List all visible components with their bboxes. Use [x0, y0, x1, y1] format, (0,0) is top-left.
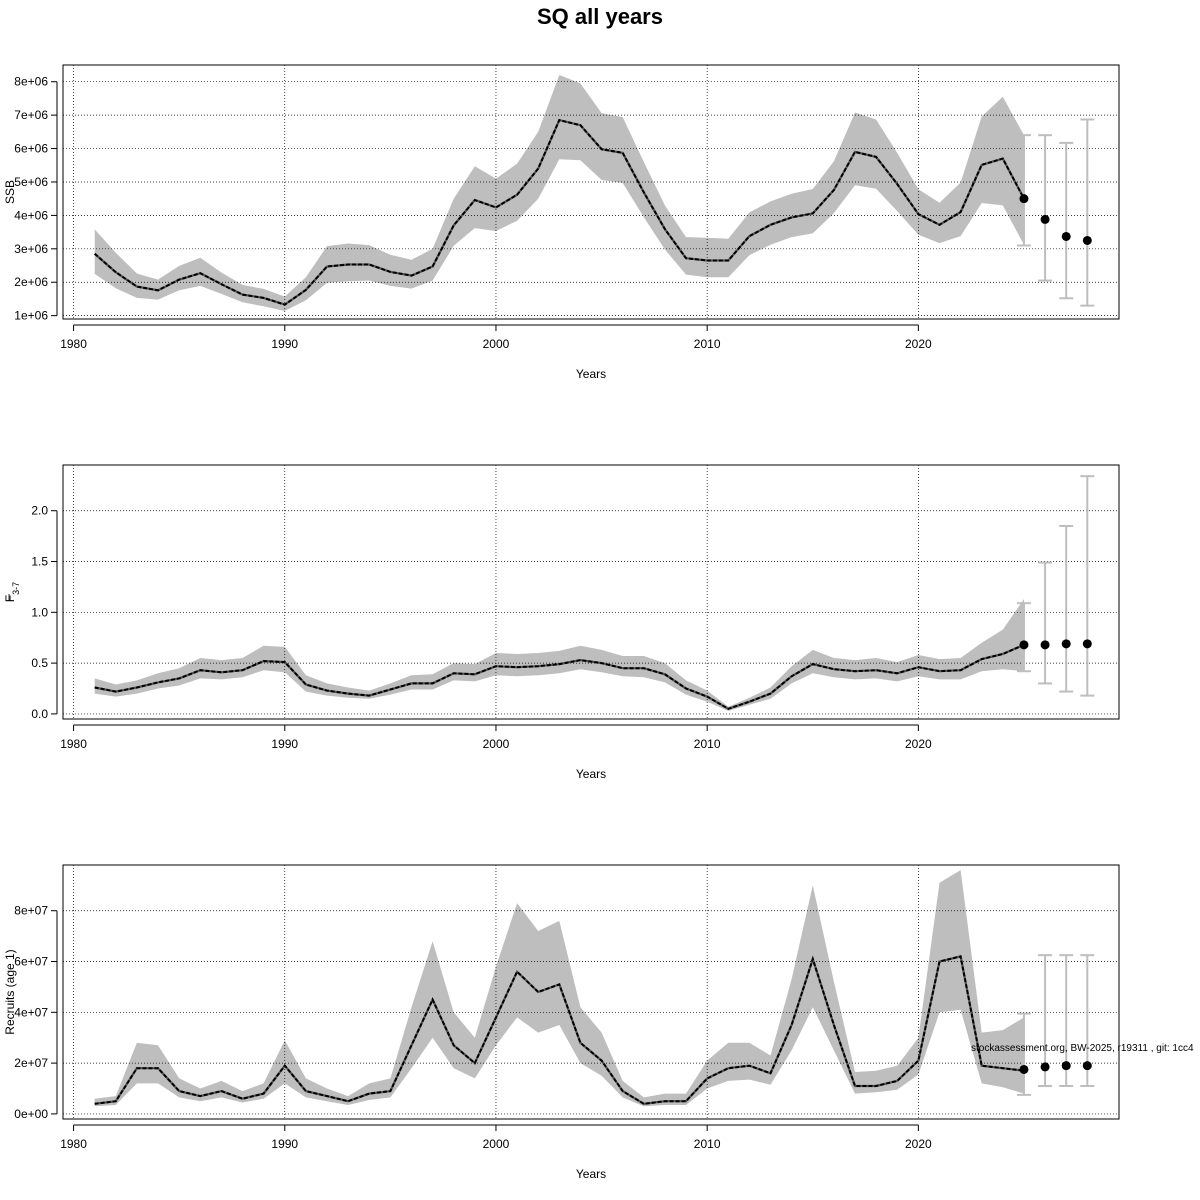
estimate-line	[94, 955, 1025, 1105]
y-axis-label: Recruits (age 1)	[3, 949, 17, 1034]
y-axis-label-subscript: 3-7	[11, 582, 21, 595]
forecast-point	[1019, 194, 1029, 204]
y-tick-label: 2e+07	[14, 1056, 48, 1070]
y-tick-label: 0.5	[31, 656, 48, 670]
forecast-point	[1082, 639, 1092, 649]
forecast-point	[1061, 639, 1071, 649]
forecast-point	[1040, 640, 1050, 650]
y-tick-label: 4e+06	[14, 208, 48, 222]
panel-recruits: 1980 1990 2000 2010 2020 Years 0e+00 2e+07 4e+07…	[3, 864, 1120, 1181]
confidence-band	[94, 75, 1024, 311]
watermark-text: stockassessment.org, BW-2025, r19311 , g…	[971, 1043, 1194, 1054]
y-tick-label: 1.5	[31, 555, 48, 569]
confidence-band	[94, 599, 1024, 711]
forecast-point	[1061, 231, 1071, 241]
estimate-line	[94, 118, 1025, 306]
y-axis-label: SSB	[3, 180, 17, 204]
x-tick-label: 2010	[694, 737, 721, 751]
y-tick-label: 0e+00	[14, 1107, 48, 1121]
forecast-point	[1040, 214, 1050, 224]
x-tick-label: 1980	[60, 1137, 87, 1151]
y-tick-label: 1.0	[31, 605, 48, 619]
forecast-point	[1040, 1062, 1050, 1072]
y-tick-label: 5e+06	[14, 175, 48, 189]
x-tick-label: 2020	[905, 337, 932, 351]
chart-title: SQ all years	[537, 4, 663, 29]
panel-ssb: 1980 1990 2000 2010 2020 Years 1e+06 2e+06 3e+06…	[3, 64, 1120, 381]
plot-frame	[62, 64, 1120, 320]
x-axis-label: Years	[576, 767, 606, 781]
y-tick-label: 3e+06	[14, 242, 48, 256]
x-tick-label: 2000	[483, 337, 510, 351]
x-tick-label: 2010	[694, 1137, 721, 1151]
y-tick-label: 2e+06	[14, 275, 48, 289]
x-axis-label: Years	[576, 367, 606, 381]
x-tick-label: 1990	[271, 337, 298, 351]
x-tick-label: 2000	[483, 1137, 510, 1151]
confidence-band	[94, 870, 1024, 1107]
y-tick-label: 8e+06	[14, 75, 48, 89]
x-tick-label: 2010	[694, 337, 721, 351]
x-tick-label: 1980	[60, 337, 87, 351]
x-tick-label: 2020	[905, 1137, 932, 1151]
y-tick-label: 2.0	[31, 504, 48, 518]
x-tick-label: 1990	[271, 1137, 298, 1151]
x-tick-label: 2000	[483, 737, 510, 751]
forecast-point	[1082, 235, 1092, 245]
estimate-line	[94, 643, 1025, 710]
y-tick-label: 7e+06	[14, 108, 48, 122]
y-tick-label: 4e+07	[14, 1005, 48, 1019]
x-tick-label: 1990	[271, 737, 298, 751]
y-tick-label: 6e+06	[14, 142, 48, 156]
forecast-point	[1061, 1061, 1071, 1071]
x-axis-label: Years	[576, 1167, 606, 1181]
y-tick-label: 1e+06	[14, 309, 48, 323]
plot-frame	[62, 864, 1120, 1120]
y-tick-label: 0.0	[31, 707, 48, 721]
y-tick-label: 6e+07	[14, 955, 48, 969]
x-tick-label: 1980	[60, 737, 87, 751]
y-tick-label: 8e+07	[14, 904, 48, 918]
panel-fbar: 1980 1990 2000 2010 2020 Years 0.0 0.5 1.0 1.5 2.0…	[3, 464, 1120, 781]
y-axis-label: F3-7	[3, 582, 21, 602]
forecast-point	[1082, 1061, 1092, 1071]
forecast-point	[1019, 640, 1029, 650]
forecast-point	[1019, 1064, 1029, 1074]
x-tick-label: 2020	[905, 737, 932, 751]
plot-frame	[62, 464, 1120, 720]
